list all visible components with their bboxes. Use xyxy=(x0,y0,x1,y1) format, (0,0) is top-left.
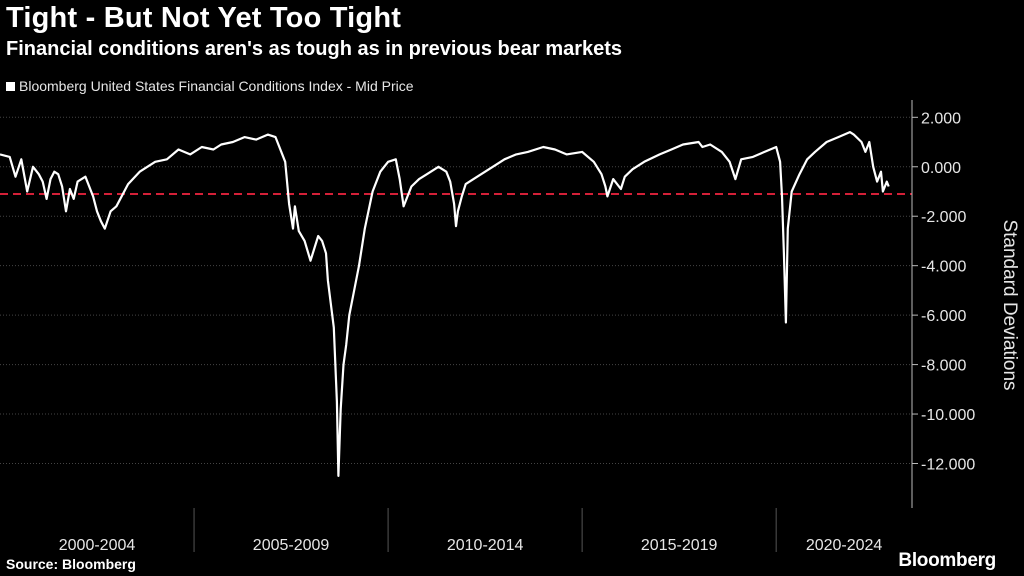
chart-subtitle: Financial conditions aren's as tough as … xyxy=(6,38,623,60)
x-tick-label: 2015-2019 xyxy=(641,537,718,554)
y-tick-label: -12.000 xyxy=(921,456,975,473)
bloomberg-logo: Bloomberg xyxy=(898,550,996,571)
y-tick-label: 2.000 xyxy=(921,110,961,127)
chart-title: Tight - But Not Yet Too Tight xyxy=(6,2,402,34)
series-line xyxy=(0,131,890,477)
y-tick-label: -2.000 xyxy=(921,209,966,226)
y-tick-label: -10.000 xyxy=(921,407,975,424)
y-ticks: 2.000 0.000 -2.000 -4.000 -6.000 -8.000 -10.00… xyxy=(912,110,975,473)
x-tick-label: 2010-2014 xyxy=(447,537,524,554)
x-tick-labels: 2000-2004 2005-2009 2010-2014 2015-2019 2020… xyxy=(59,537,883,554)
y-axis-label: Standard Deviations xyxy=(999,219,1020,390)
legend-swatch xyxy=(6,81,15,91)
y-tick-label: -8.000 xyxy=(921,358,966,375)
legend-label: Bloomberg United States Financial Condit… xyxy=(19,78,414,94)
y-tick-label: -4.000 xyxy=(921,259,966,276)
x-tick-label: 2005-2009 xyxy=(253,537,330,554)
source-note: Source: Bloomberg xyxy=(6,556,136,572)
legend: Bloomberg United States Financial Condit… xyxy=(6,78,414,94)
x-tick-label: 2020-2024 xyxy=(806,537,883,554)
y-tick-label: 0.000 xyxy=(921,160,961,177)
x-separators xyxy=(193,508,777,552)
y-tick-label: -6.000 xyxy=(921,308,966,325)
gridlines xyxy=(0,116,912,464)
x-tick-label: 2000-2004 xyxy=(59,537,136,554)
